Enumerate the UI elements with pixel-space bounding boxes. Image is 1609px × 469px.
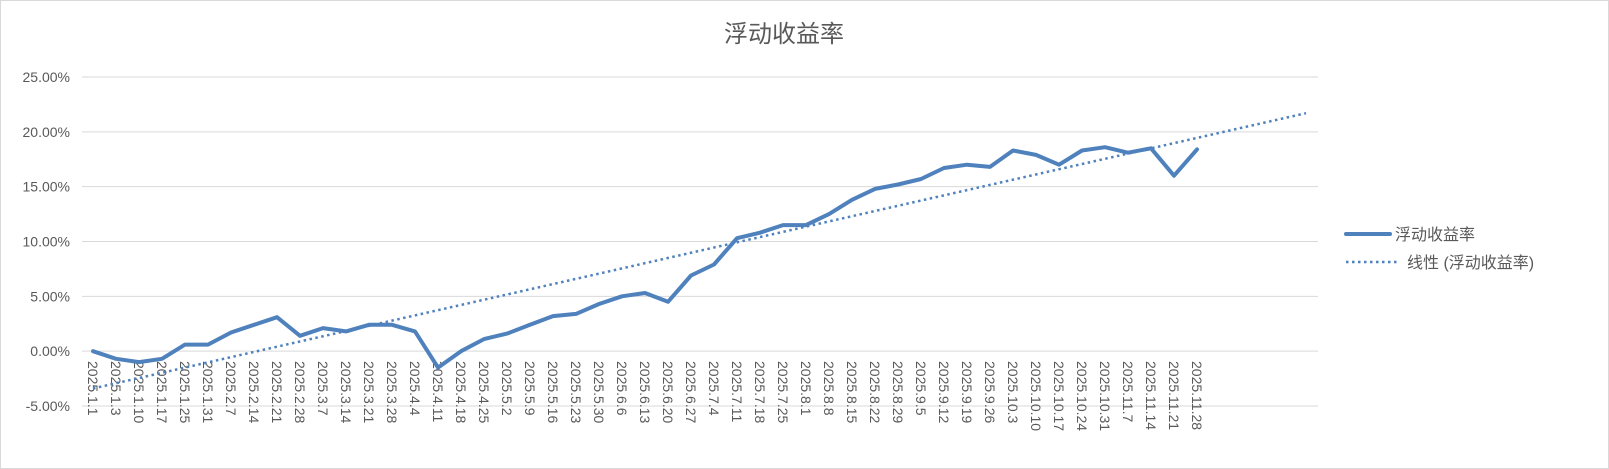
y-tick-label: 15.00%: [23, 179, 70, 195]
x-tick-label: 2025.2.28: [292, 361, 308, 423]
x-tick-label: 2025.6.6: [614, 361, 630, 416]
x-tick-label: 2025.9.12: [936, 361, 952, 423]
x-tick-label: 2025.1.31: [200, 361, 216, 423]
x-tick-label: 2025.10.24: [1074, 361, 1090, 431]
chart-title: 浮动收益率: [724, 21, 844, 48]
x-tick-label: 2025.9.26: [982, 361, 998, 423]
x-tick-label: 2025.11.7: [1120, 361, 1136, 422]
x-tick-label: 2025.7.25: [775, 361, 791, 423]
x-tick-label: 2025.5.30: [591, 361, 607, 423]
x-tick-label: 2025.5.2: [499, 361, 515, 416]
x-tick-label: 2025.10.10: [1028, 361, 1044, 431]
y-tick-label: 10.00%: [23, 234, 70, 250]
x-tick-label: 2025.1.10: [131, 361, 147, 423]
x-tick-label: 2025.1.3: [108, 361, 124, 416]
x-tick-label: 2025.4.4: [407, 361, 423, 416]
x-tick-label: 2025.6.20: [660, 361, 676, 423]
x-tick-label: 2025.2.21: [269, 361, 285, 423]
legend-label-linear-trend: 线性 (浮动收益率): [1407, 254, 1534, 272]
x-tick-label: 2025.8.29: [890, 361, 906, 423]
x-tick-label: 2025.8.15: [844, 361, 860, 423]
x-tick-label: 2025.11.21: [1166, 361, 1182, 430]
y-axis-labels: 25.00% 20.00% 15.00% 10.00% 5.00% 0.00% -5.00%: [23, 69, 70, 414]
x-tick-label: 2025.9.19: [959, 361, 975, 423]
x-tick-label: 2025.1.17: [154, 361, 170, 423]
x-tick-label: 2025.3.7: [315, 361, 331, 416]
x-tick-label: 2025.4.18: [453, 361, 469, 423]
x-tick-label: 2025.7.4: [706, 361, 722, 416]
x-tick-label: 2025.3.14: [338, 361, 354, 423]
series-layer: [91, 111, 1307, 390]
legend-label-floating-return: 浮动收益率: [1395, 226, 1475, 244]
series-line-floating-return: [91, 145, 1199, 370]
x-tick-label: 2025.7.11: [729, 361, 745, 422]
x-axis-labels: 2025.1.1 2025.1.3 2025.1.10 2025.1.17 2025.1…: [85, 361, 1205, 431]
y-tick-label: 20.00%: [23, 124, 70, 140]
gridlines: [82, 76, 1318, 407]
series-line-linear-trend: [92, 111, 1307, 390]
x-tick-label: 2025.3.21: [361, 361, 377, 423]
x-tick-label: 2025.5.23: [568, 361, 584, 423]
x-tick-label: 2025.8.1: [798, 361, 814, 416]
x-tick-label: 2025.3.28: [384, 361, 400, 423]
x-tick-label: 2025.5.16: [545, 361, 561, 423]
x-tick-label: 2025.2.7: [223, 361, 239, 416]
x-tick-label: 2025.4.11: [430, 361, 446, 422]
y-tick-label: 5.00%: [30, 288, 70, 304]
x-tick-label: 2025.8.8: [821, 361, 837, 416]
x-tick-label: 2025.9.5: [913, 361, 929, 416]
x-tick-label: 2025.11.28: [1189, 361, 1205, 430]
x-tick-label: 2025.10.3: [1005, 361, 1021, 423]
x-tick-label: 2025.1.25: [177, 361, 193, 423]
y-tick-label: -5.00%: [26, 398, 70, 414]
y-tick-label: 0.00%: [30, 343, 70, 359]
x-tick-label: 2025.10.31: [1097, 361, 1113, 431]
x-tick-label: 2025.8.22: [867, 361, 883, 423]
x-tick-label: 2025.5.9: [522, 361, 538, 416]
x-tick-label: 2025.2.14: [246, 361, 262, 423]
x-tick-label: 2025.7.18: [752, 361, 768, 423]
y-tick-label: 25.00%: [23, 69, 70, 85]
x-tick-label: 2025.6.13: [637, 361, 653, 423]
x-tick-label: 2025.6.27: [683, 361, 699, 423]
x-tick-label: 2025.4.25: [476, 361, 492, 423]
x-tick-label: 2025.11.14: [1143, 361, 1159, 430]
x-tick-label: 2025.10.17: [1051, 361, 1067, 431]
